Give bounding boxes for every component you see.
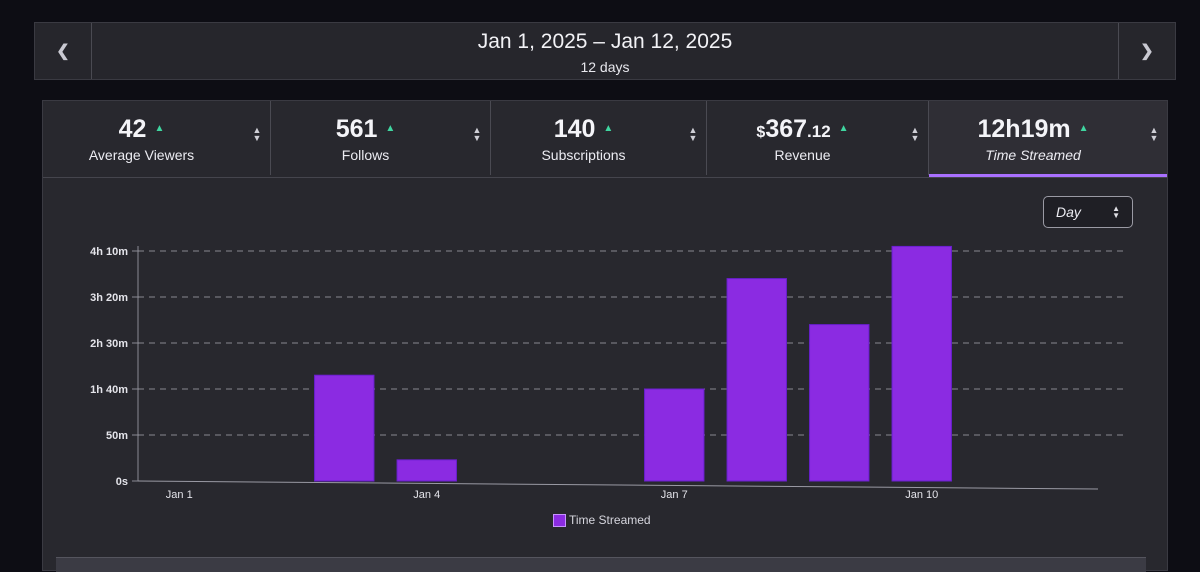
date-range-length: 12 days xyxy=(35,59,1175,75)
next-panel-edge xyxy=(56,557,1146,572)
x-axis-line xyxy=(138,481,1098,489)
x-tick-label: Jan 7 xyxy=(661,489,688,501)
date-range-bar: ❮ Jan 1, 2025 – Jan 12, 2025 12 days ❯ xyxy=(34,22,1176,80)
x-tick-label: Jan 4 xyxy=(413,489,440,501)
y-tick-label: 1h 40m xyxy=(90,384,128,396)
legend-label: Time Streamed xyxy=(569,513,651,527)
y-tick-label: 50m xyxy=(106,430,128,442)
date-range-title: Jan 1, 2025 – Jan 12, 2025 xyxy=(35,30,1175,54)
bar xyxy=(727,279,786,481)
y-tick-label: 3h 20m xyxy=(90,292,128,304)
y-tick-label: 4h 10m xyxy=(90,246,128,258)
bar xyxy=(397,460,456,481)
x-tick-label: Jan 1 xyxy=(166,489,193,501)
time-streamed-chart: 0s 50m 1h 40m 2h 30m 3h 20m 4h 10m Jan 1 Jan 4 J… xyxy=(43,101,1167,541)
bar xyxy=(645,389,704,481)
chart-legend: Time Streamed xyxy=(553,513,651,527)
analytics-panel: 42 ▲ Average Viewers ▲ ▼ 561 ▲ Follows ▲ ▼ 1… xyxy=(42,100,1168,571)
bar xyxy=(810,325,869,481)
legend-swatch xyxy=(553,514,566,527)
bar xyxy=(892,246,951,481)
chevron-right-icon[interactable]: ❯ xyxy=(1118,23,1175,79)
y-tick-label: 2h 30m xyxy=(90,338,128,350)
bar xyxy=(315,375,374,481)
y-tick-label: 0s xyxy=(116,476,128,488)
x-tick-label: Jan 10 xyxy=(905,489,938,501)
